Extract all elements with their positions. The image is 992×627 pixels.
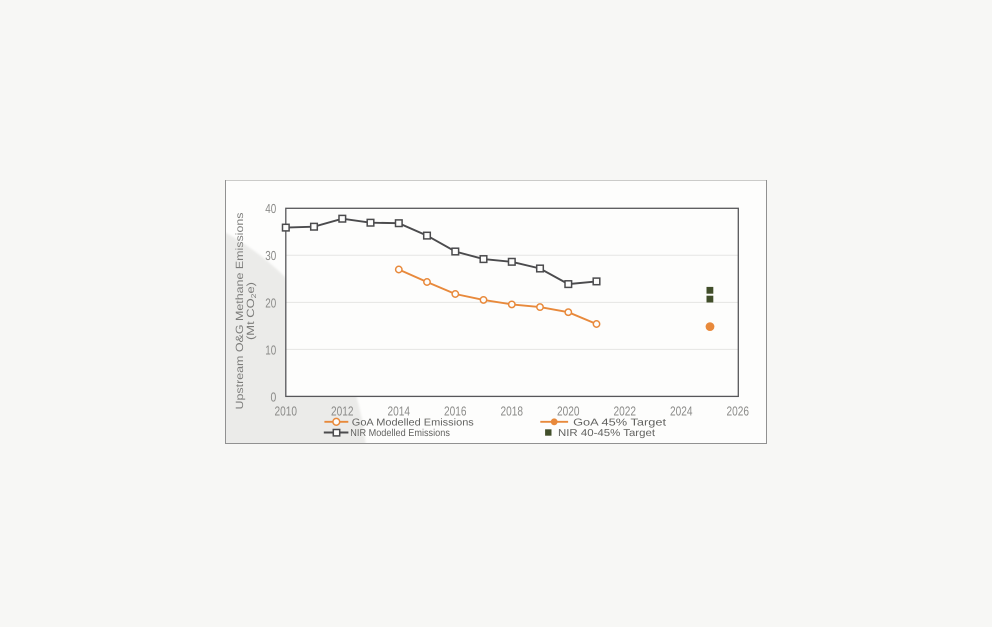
svg-text:0: 0: [271, 389, 277, 404]
svg-text:20: 20: [265, 295, 276, 310]
svg-text:NIR Modelled Emissions: NIR Modelled Emissions: [350, 428, 450, 439]
svg-text:Upstream O&G Methane Emissions: Upstream O&G Methane Emissions: [234, 213, 246, 410]
svg-text:(Mt CO2e): (Mt CO2e): [245, 282, 258, 340]
svg-text:2016: 2016: [444, 403, 467, 418]
svg-text:2024: 2024: [670, 403, 693, 418]
svg-text:30: 30: [265, 248, 276, 263]
svg-text:2012: 2012: [331, 403, 354, 418]
svg-text:GoA 45% Target: GoA 45% Target: [573, 417, 666, 428]
svg-text:10: 10: [265, 342, 276, 357]
svg-text:40: 40: [265, 201, 276, 216]
svg-text:GoA Modelled Emissions: GoA Modelled Emissions: [352, 417, 474, 428]
svg-text:2020: 2020: [557, 403, 580, 418]
svg-text:2026: 2026: [727, 403, 750, 418]
svg-text:2018: 2018: [501, 403, 524, 418]
svg-text:2010: 2010: [275, 403, 298, 418]
svg-text:2014: 2014: [388, 403, 411, 418]
svg-text:NIR 40-45% Target: NIR 40-45% Target: [558, 428, 655, 439]
svg-text:2022: 2022: [614, 403, 637, 418]
